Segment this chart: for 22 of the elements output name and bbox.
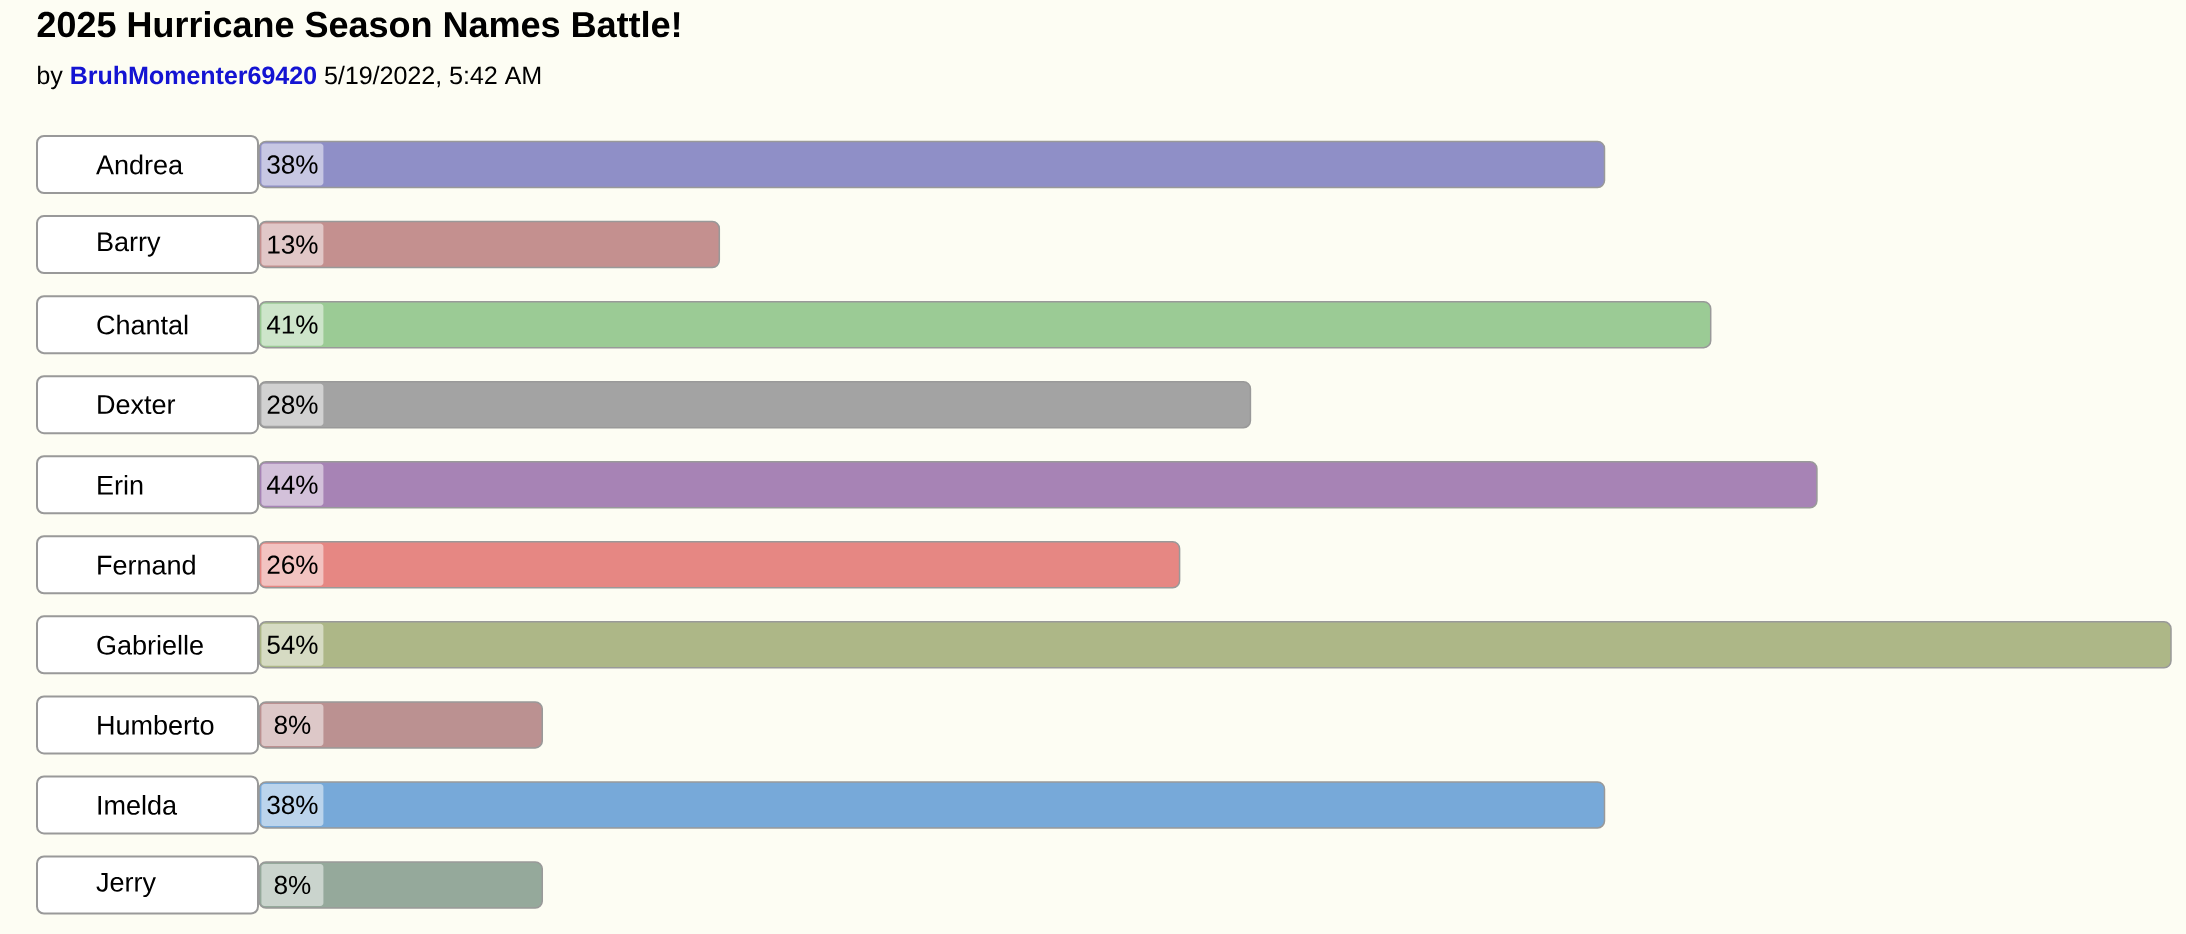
data-label: 41% xyxy=(266,315,318,334)
data-label: 26% xyxy=(267,555,318,574)
y-tick-label: Chantal xyxy=(97,314,188,335)
data-label: 28% xyxy=(267,395,318,414)
y-tick-label: Dexter xyxy=(98,395,176,415)
data-label: 8% xyxy=(274,715,311,735)
data-label: 38% xyxy=(267,155,318,174)
y-tick-label: Jerry xyxy=(96,872,156,898)
y-tick-label: Andrea xyxy=(96,154,184,175)
y-tick-label: Barry xyxy=(98,232,161,257)
data-label: 54% xyxy=(267,635,318,654)
data-label: 13% xyxy=(268,235,318,254)
data-label: 8% xyxy=(274,875,311,895)
data-label: 38% xyxy=(267,795,318,815)
y-tick-label: Fernand xyxy=(98,554,195,575)
chart-subtitle: by BruhMomenter69420 5/19/2022, 5:42 AM xyxy=(38,65,541,90)
y-tick-label: Imelda xyxy=(98,795,178,815)
data-label: 44% xyxy=(266,475,318,494)
y-tick-label: Erin xyxy=(98,474,143,495)
chart-title: 2025 Hurricane Season Names Battle! xyxy=(37,10,680,38)
y-tick-label: Humberto xyxy=(98,714,214,735)
y-tick-label: Gabrielle xyxy=(97,634,203,655)
